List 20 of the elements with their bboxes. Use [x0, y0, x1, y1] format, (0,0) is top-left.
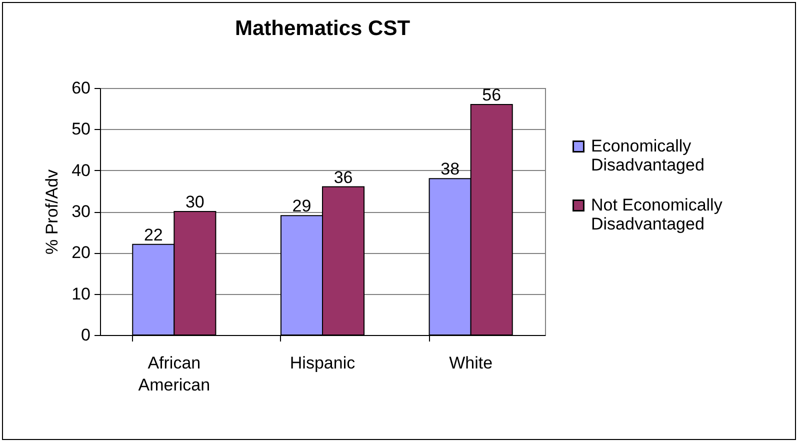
data-label: 30	[185, 192, 204, 212]
data-label: 29	[292, 196, 312, 216]
data-label: 36	[334, 168, 353, 187]
x-tick-label: African American	[138, 354, 210, 394]
legend-label: Economically Disadvantaged	[591, 136, 704, 174]
x-tick-label: Hispanic	[290, 354, 356, 372]
data-label: 22	[144, 225, 163, 244]
y-tick-label: 60	[72, 78, 90, 98]
chart-title: Mathematics CST	[234, 17, 410, 40]
y-tick-label: 40	[72, 160, 90, 180]
x-tick-label: White	[449, 354, 493, 372]
y-tick-label: 10	[72, 284, 90, 304]
data-label: 38	[440, 160, 460, 179]
legend-label: Not Economically Disadvantaged	[591, 196, 723, 234]
y-tick-label: 0	[81, 326, 90, 344]
y-tick-label: 30	[72, 202, 90, 221]
y-tick-label: 50	[72, 120, 90, 139]
y-axis-title: % Prof/Adv	[42, 168, 62, 255]
y-tick-label: 20	[72, 243, 90, 262]
data-label: 56	[482, 85, 502, 104]
